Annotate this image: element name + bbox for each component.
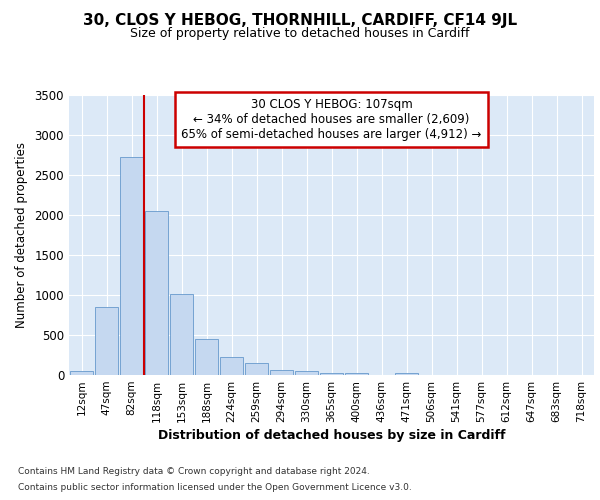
Bar [194,338,218,375]
Bar [170,294,193,375]
Text: Contains HM Land Registry data © Crown copyright and database right 2024.: Contains HM Land Registry data © Crown c… [18,467,370,476]
Text: 30 CLOS Y HEBOG: 107sqm
← 34% of detached houses are smaller (2,609)
65% of semi: 30 CLOS Y HEBOG: 107sqm ← 34% of detache… [181,98,482,141]
Bar [95,307,118,375]
Bar [145,211,169,375]
Bar [220,357,244,375]
Bar [70,370,94,375]
Text: Size of property relative to detached houses in Cardiff: Size of property relative to detached ho… [130,28,470,40]
Text: Contains public sector information licensed under the Open Government Licence v3: Contains public sector information licen… [18,484,412,492]
Bar [245,363,268,375]
Bar [119,158,143,375]
Bar [295,372,319,375]
X-axis label: Distribution of detached houses by size in Cardiff: Distribution of detached houses by size … [158,429,505,442]
Text: 30, CLOS Y HEBOG, THORNHILL, CARDIFF, CF14 9JL: 30, CLOS Y HEBOG, THORNHILL, CARDIFF, CF… [83,12,517,28]
Y-axis label: Number of detached properties: Number of detached properties [14,142,28,328]
Bar [320,372,343,375]
Bar [344,372,368,375]
Bar [269,370,293,375]
Bar [395,373,418,375]
